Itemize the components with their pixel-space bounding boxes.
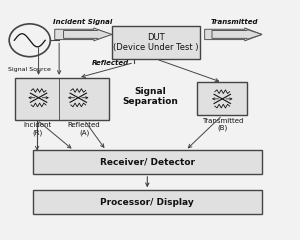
Polygon shape [55, 28, 111, 41]
Text: Processor/ Display: Processor/ Display [100, 198, 194, 207]
Text: Incident Signal: Incident Signal [53, 19, 112, 25]
Polygon shape [212, 30, 262, 39]
Text: Reflected: Reflected [92, 60, 129, 66]
Text: Incident
(R): Incident (R) [23, 122, 51, 136]
Text: Signal
Separation: Signal Separation [122, 87, 178, 106]
Text: Receiver/ Detector: Receiver/ Detector [100, 158, 195, 167]
Bar [33, 150, 262, 174]
Bar [197, 83, 247, 115]
Text: Reflected
(A): Reflected (A) [68, 122, 100, 136]
Text: DUT
(Device Under Test ): DUT (Device Under Test ) [113, 33, 199, 52]
Polygon shape [64, 30, 112, 39]
Text: Transmitted
(B): Transmitted (B) [202, 118, 243, 131]
Text: Transmitted: Transmitted [210, 19, 258, 25]
Bar [33, 190, 262, 214]
Polygon shape [205, 28, 262, 41]
Text: Signal Source: Signal Source [8, 67, 51, 72]
Bar [112, 26, 200, 59]
Bar [15, 78, 109, 120]
